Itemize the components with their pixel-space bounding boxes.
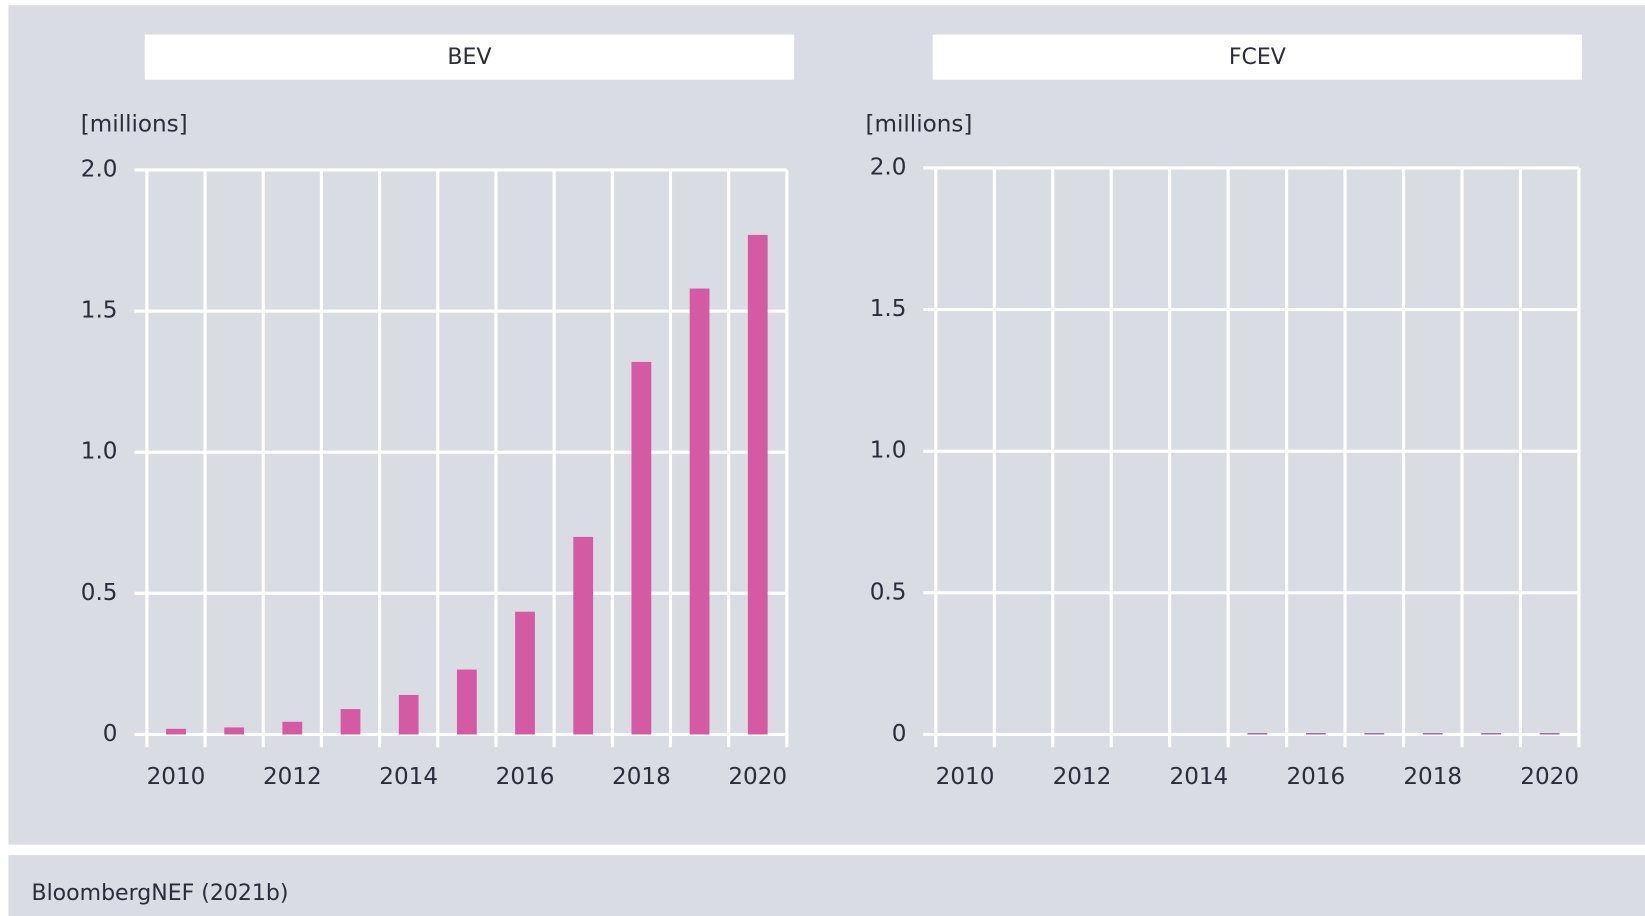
x-tick-label: 2014 <box>379 764 438 790</box>
bar <box>573 536 594 735</box>
bar <box>631 361 652 735</box>
x-tick-label: 2010 <box>147 764 206 790</box>
x-tick-label: 2018 <box>612 764 671 790</box>
bar <box>456 669 477 735</box>
bar <box>747 234 768 735</box>
bar <box>340 709 361 735</box>
source: BloombergNEF (2021b) <box>31 881 288 906</box>
x-tick-label: 2012 <box>263 764 322 790</box>
y-tick-label: 2.0 <box>81 156 118 182</box>
x-tick-label: 2010 <box>936 764 995 790</box>
y-axis-label: [millions] <box>81 111 188 137</box>
bar <box>282 721 303 735</box>
chart-panel <box>8 5 1645 845</box>
y-tick-label: 1.0 <box>81 439 118 465</box>
y-axis-label: [millions] <box>866 111 973 137</box>
y-tick-label: 0.5 <box>870 579 907 605</box>
y-tick-label: 2.0 <box>870 154 907 180</box>
y-tick-label: 1.5 <box>870 296 907 322</box>
title-box <box>144 34 795 80</box>
bar <box>224 727 245 735</box>
y-tick-label: 0 <box>103 721 118 747</box>
chart-title: FCEV <box>1229 45 1286 70</box>
x-tick-label: 2014 <box>1170 764 1229 790</box>
bar <box>1539 733 1560 735</box>
x-tick-label: 2020 <box>1520 764 1579 790</box>
x-tick-label: 2020 <box>728 764 787 790</box>
bar <box>1247 733 1268 735</box>
bar <box>398 694 419 735</box>
bar <box>1364 733 1385 735</box>
x-tick-label: 2016 <box>496 764 555 790</box>
bar <box>689 288 710 735</box>
bar <box>1305 733 1326 735</box>
bar <box>1481 733 1502 735</box>
source-panel <box>8 855 1645 916</box>
bar <box>166 728 186 735</box>
bar <box>1422 733 1443 735</box>
title-box <box>932 34 1583 80</box>
bar <box>515 611 535 735</box>
x-tick-label: 2016 <box>1286 764 1345 790</box>
x-tick-label: 2018 <box>1403 764 1462 790</box>
chart-title: BEV <box>447 45 491 70</box>
x-tick-label: 2012 <box>1053 764 1112 790</box>
y-tick-label: 1.5 <box>81 298 118 324</box>
y-tick-label: 0 <box>892 721 907 747</box>
y-tick-label: 1.0 <box>870 438 907 464</box>
y-tick-label: 0.5 <box>81 580 118 606</box>
